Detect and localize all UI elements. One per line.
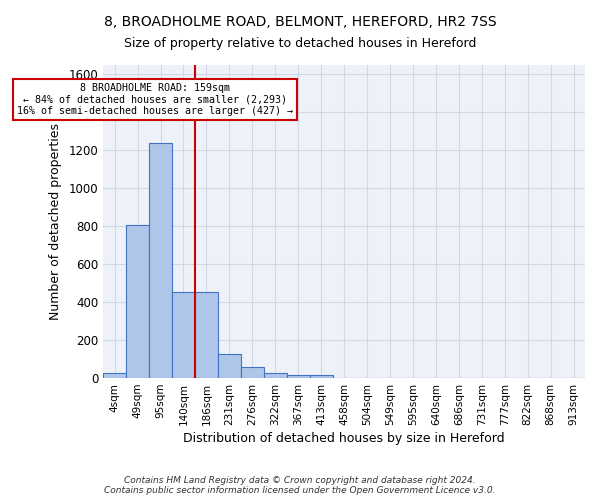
- Bar: [264, 373, 287, 378]
- Bar: [149, 143, 172, 378]
- Bar: [218, 354, 241, 378]
- Text: Size of property relative to detached houses in Hereford: Size of property relative to detached ho…: [124, 38, 476, 51]
- Text: 8 BROADHOLME ROAD: 159sqm
← 84% of detached houses are smaller (2,293)
16% of se: 8 BROADHOLME ROAD: 159sqm ← 84% of detac…: [17, 83, 293, 116]
- Bar: [195, 292, 218, 378]
- Y-axis label: Number of detached properties: Number of detached properties: [49, 123, 62, 320]
- Bar: [103, 374, 126, 378]
- Bar: [310, 375, 332, 378]
- Text: 8, BROADHOLME ROAD, BELMONT, HEREFORD, HR2 7SS: 8, BROADHOLME ROAD, BELMONT, HEREFORD, H…: [104, 15, 496, 29]
- Bar: [126, 226, 149, 378]
- Bar: [172, 292, 195, 378]
- X-axis label: Distribution of detached houses by size in Hereford: Distribution of detached houses by size …: [183, 432, 505, 445]
- Bar: [241, 366, 264, 378]
- Text: Contains HM Land Registry data © Crown copyright and database right 2024.
Contai: Contains HM Land Registry data © Crown c…: [104, 476, 496, 495]
- Bar: [287, 374, 310, 378]
